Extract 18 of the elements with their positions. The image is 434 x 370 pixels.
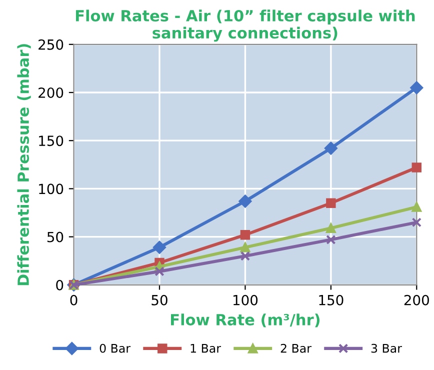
legend-label: 2 Bar	[280, 344, 312, 353]
chart-title: Flow Rates - Air (10” filter capsule with sanitary connections)	[76, 10, 415, 42]
x-tick-label: 200	[404, 294, 429, 306]
y-tick-label: 150	[39, 136, 64, 146]
x-tick-label: 0	[70, 294, 78, 306]
y-tick-label: 0	[56, 280, 64, 290]
y-tick-label: 100	[39, 184, 64, 194]
x-tick-label: 100	[233, 294, 258, 306]
legend-label: 0 Bar	[100, 344, 131, 353]
x-tick-label: 50	[152, 294, 168, 306]
y-tick-label: 250	[38, 39, 64, 50]
y-axis-title: Differential Pressure (mbar)	[17, 44, 31, 286]
legend-label: 1 Bar	[190, 344, 221, 353]
y-tick-label: 200	[38, 87, 64, 98]
x-axis-title: Flow Rate (m³/hr)	[171, 314, 320, 328]
x-tick-label: 150	[319, 294, 344, 306]
legend-label: 3 Bar	[371, 344, 402, 353]
y-tick-label: 50	[47, 232, 64, 242]
